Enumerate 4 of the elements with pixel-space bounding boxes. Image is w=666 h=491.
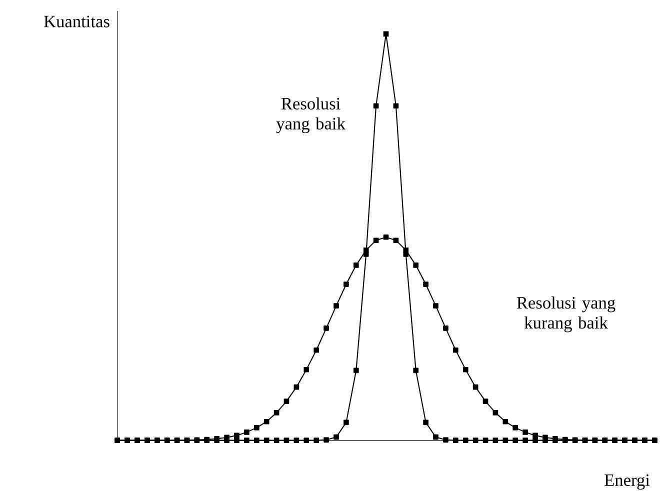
y-axis-title: Kuantitas	[44, 16, 110, 28]
annotation: Resolusi yang baik	[276, 97, 346, 134]
x-axis-title: Energi	[604, 474, 650, 490]
annotation: Resolusi yang kurang baik	[516, 296, 616, 332]
